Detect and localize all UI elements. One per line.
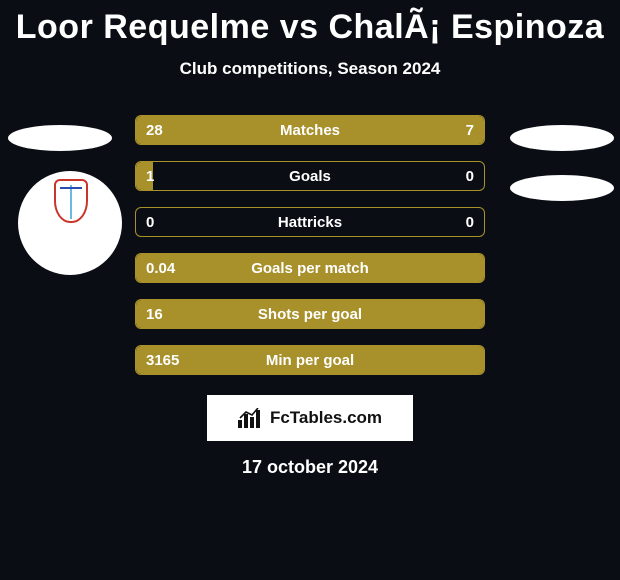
stat-row: 0.04Goals per match: [135, 253, 485, 283]
stat-label: Goals per match: [136, 254, 484, 283]
club-crest-icon: [54, 179, 88, 223]
stat-label: Hattricks: [136, 208, 484, 237]
stat-value-right: 0: [466, 162, 474, 191]
stat-label: Shots per goal: [136, 300, 484, 329]
player2-avatar-2: [510, 175, 614, 201]
stat-row: 1Goals0: [135, 161, 485, 191]
stat-row: 28Matches7: [135, 115, 485, 145]
stat-value-right: 0: [466, 208, 474, 237]
stat-label: Min per goal: [136, 346, 484, 375]
brand-text: FcTables.com: [270, 408, 382, 428]
stat-bars: 28Matches71Goals00Hattricks00.04Goals pe…: [135, 115, 485, 391]
fctables-logo-icon: [238, 408, 264, 428]
stat-row: 16Shots per goal: [135, 299, 485, 329]
stat-row: 0Hattricks0: [135, 207, 485, 237]
stat-label: Goals: [136, 162, 484, 191]
stat-value-right: 7: [466, 116, 474, 145]
player2-avatar-1: [510, 125, 614, 151]
stat-row: 3165Min per goal: [135, 345, 485, 375]
subtitle: Club competitions, Season 2024: [0, 59, 620, 79]
page-title: Loor Requelme vs ChalÃ¡ Espinoza: [0, 0, 620, 47]
date-label: 17 october 2024: [0, 457, 620, 478]
brand-badge: FcTables.com: [207, 395, 413, 441]
player1-avatar-1: [8, 125, 112, 151]
stat-label: Matches: [136, 116, 484, 145]
